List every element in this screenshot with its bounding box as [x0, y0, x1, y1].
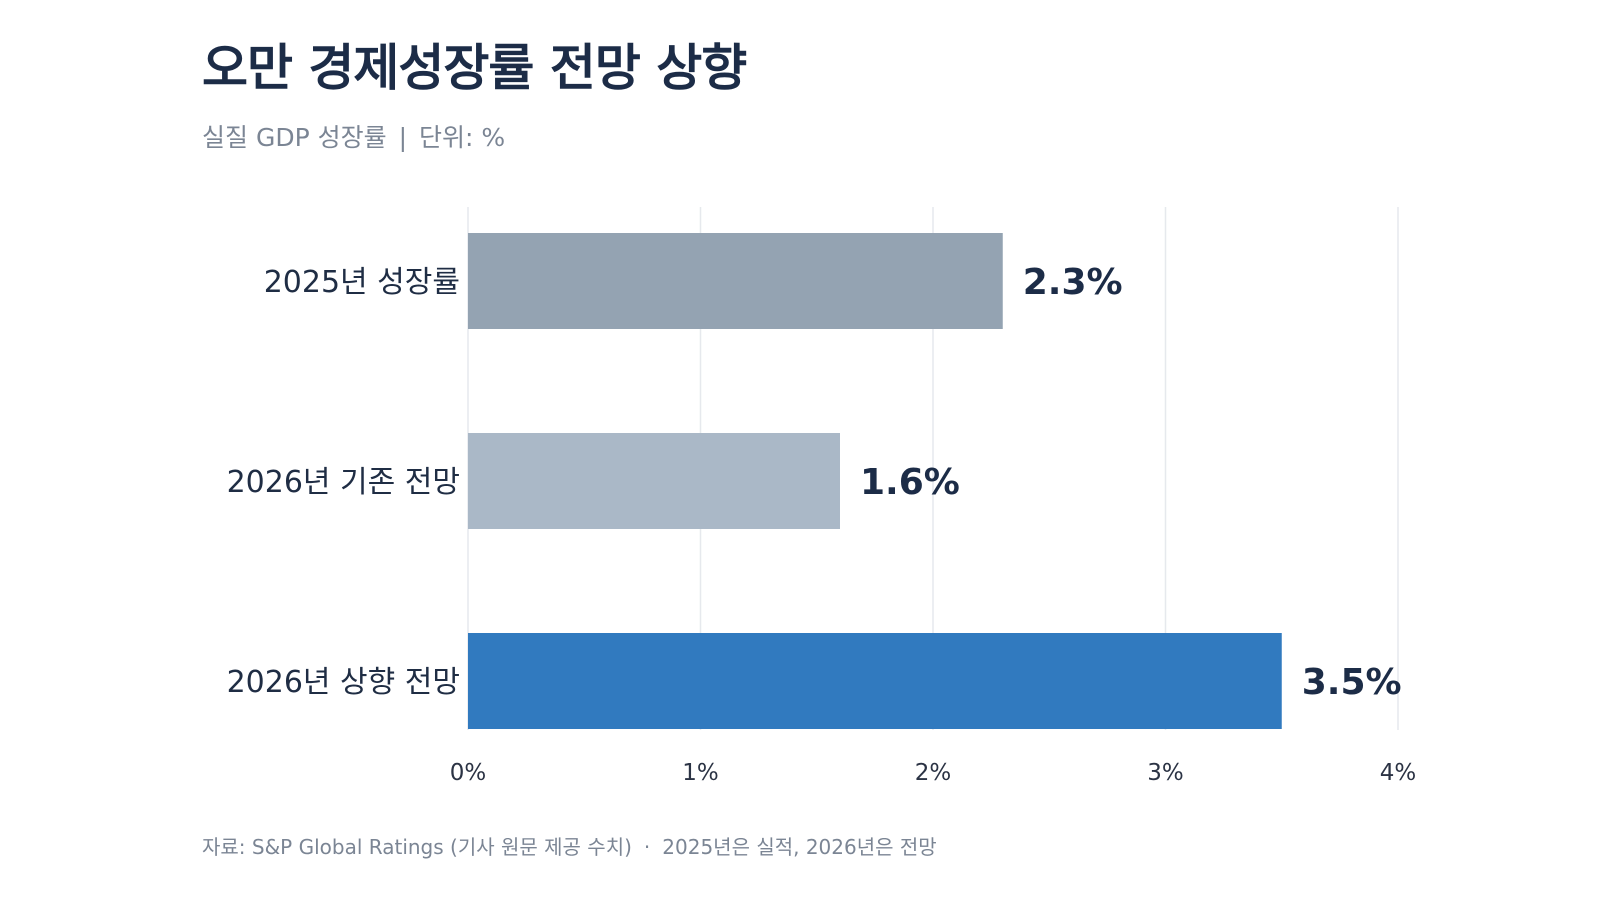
- bar: [468, 233, 1003, 329]
- bar-value-label: 2.3%: [1023, 262, 1123, 303]
- category-labels: 2025년 성장률 2026년 기존 전망 2026년 상향 전망: [227, 265, 460, 700]
- value-labels: 2.3% 1.6% 3.5%: [860, 262, 1402, 703]
- x-tick-label: 1%: [682, 760, 719, 786]
- x-tick-label: 4%: [1380, 760, 1417, 786]
- bar: [468, 433, 840, 529]
- x-tick-label: 3%: [1147, 760, 1184, 786]
- subtitle-metric: 실질 GDP 성장률: [202, 123, 387, 152]
- subtitle-separator: |: [398, 123, 408, 152]
- category-label: 2026년 기존 전망: [227, 465, 460, 500]
- x-tick-label: 0%: [450, 760, 487, 786]
- footer-source: 자료: S&P Global Ratings (기사 원문 제공 수치): [202, 835, 632, 859]
- x-tick-label: 2%: [915, 760, 952, 786]
- bars: [468, 233, 1282, 729]
- category-label: 2026년 상향 전망: [227, 665, 460, 700]
- chart-footer: 자료: S&P Global Ratings (기사 원문 제공 수치) · 202…: [202, 831, 937, 860]
- chart-subtitle: 실질 GDP 성장률 | 단위: %: [202, 118, 505, 154]
- x-axis-ticks: 0% 1% 2% 3% 4%: [450, 760, 1417, 786]
- subtitle-unit: 단위: %: [419, 123, 506, 152]
- footer-separator: ·: [643, 835, 651, 859]
- bar: [468, 633, 1282, 729]
- footer-note: 2025년은 실적, 2026년은 전망: [662, 835, 937, 859]
- bar-value-label: 3.5%: [1302, 662, 1402, 703]
- category-label: 2025년 성장률: [264, 265, 460, 300]
- chart-title: 오만 경제성장률 전망 상향: [202, 39, 747, 97]
- bar-value-label: 1.6%: [860, 462, 960, 503]
